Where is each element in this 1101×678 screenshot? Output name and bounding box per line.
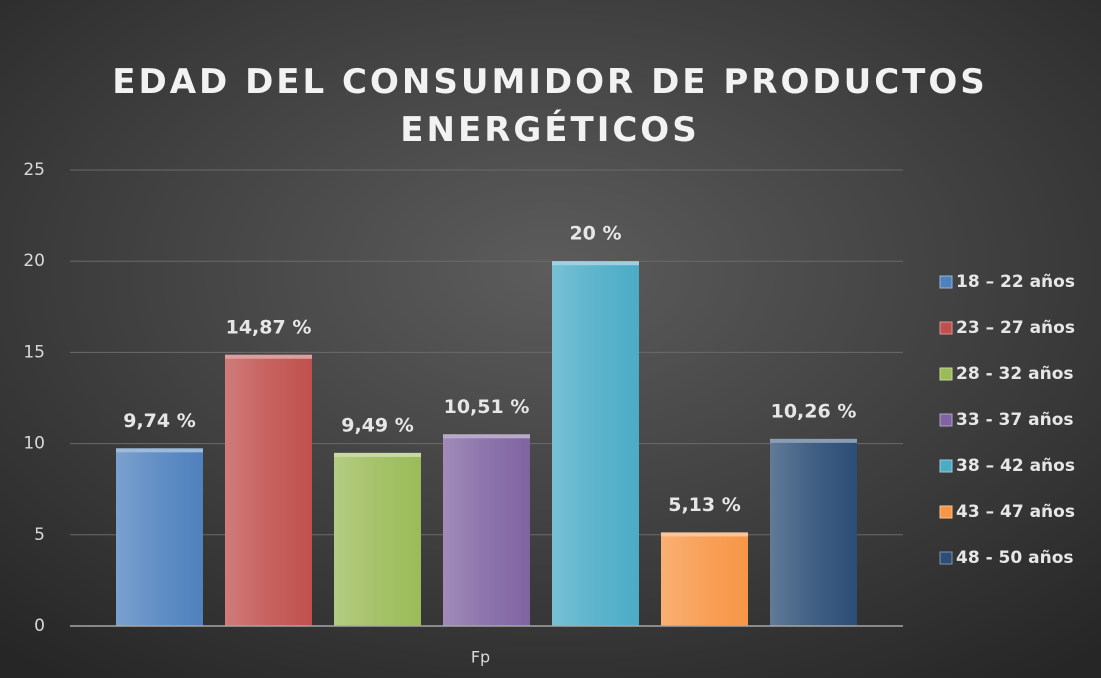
legend-swatch — [939, 459, 953, 473]
legend-swatch — [939, 505, 953, 519]
legend-swatch — [939, 321, 953, 335]
legend-swatch — [939, 275, 953, 289]
data-label: 9,49 % — [341, 414, 414, 436]
data-label: 9,74 % — [123, 410, 196, 432]
bar-bevel — [661, 532, 748, 537]
bar-bevel — [225, 354, 312, 359]
data-label: 14,87 % — [226, 316, 312, 338]
legend-label: 48 - 50 años — [956, 548, 1074, 568]
bar-bevel — [116, 448, 203, 453]
bar-bevel — [334, 452, 421, 457]
legend-label: 23 – 27 años — [956, 318, 1075, 338]
legend-label: 18 – 22 años — [956, 272, 1075, 292]
legend-swatch — [939, 367, 953, 381]
bar-bevel — [443, 434, 530, 439]
chart-title: EDAD DEL CONSUMIDOR DE PRODUCTOS ENERGÉT… — [112, 62, 988, 150]
y-tick-label: 5 — [34, 525, 45, 545]
y-tick-label: 15 — [23, 342, 45, 362]
bar — [443, 434, 530, 626]
bar-bevel — [552, 261, 639, 266]
data-label: 10,26 % — [771, 400, 857, 422]
bar — [116, 448, 203, 626]
data-label: 10,51 % — [444, 396, 530, 418]
y-tick-label: 10 — [23, 434, 45, 454]
legend-label: 38 – 42 años — [956, 456, 1075, 476]
bar — [552, 261, 639, 626]
bar — [770, 438, 857, 626]
bar — [661, 532, 748, 626]
bar-bevel — [770, 438, 857, 443]
data-label: 5,13 % — [668, 494, 741, 516]
legend-label: 28 - 32 años — [956, 364, 1074, 384]
legend-swatch — [939, 551, 953, 565]
bar — [334, 452, 421, 626]
legend-swatch — [939, 413, 953, 427]
legend-label: 43 – 47 años — [956, 502, 1075, 522]
bar — [225, 354, 312, 626]
y-tick-label: 0 — [34, 616, 45, 636]
legend-label: 33 - 37 años — [956, 410, 1074, 430]
y-tick-label: 25 — [23, 160, 45, 180]
y-tick-label: 20 — [23, 251, 45, 271]
data-label: 20 % — [569, 223, 621, 245]
x-tick-label: Fp — [471, 648, 490, 667]
